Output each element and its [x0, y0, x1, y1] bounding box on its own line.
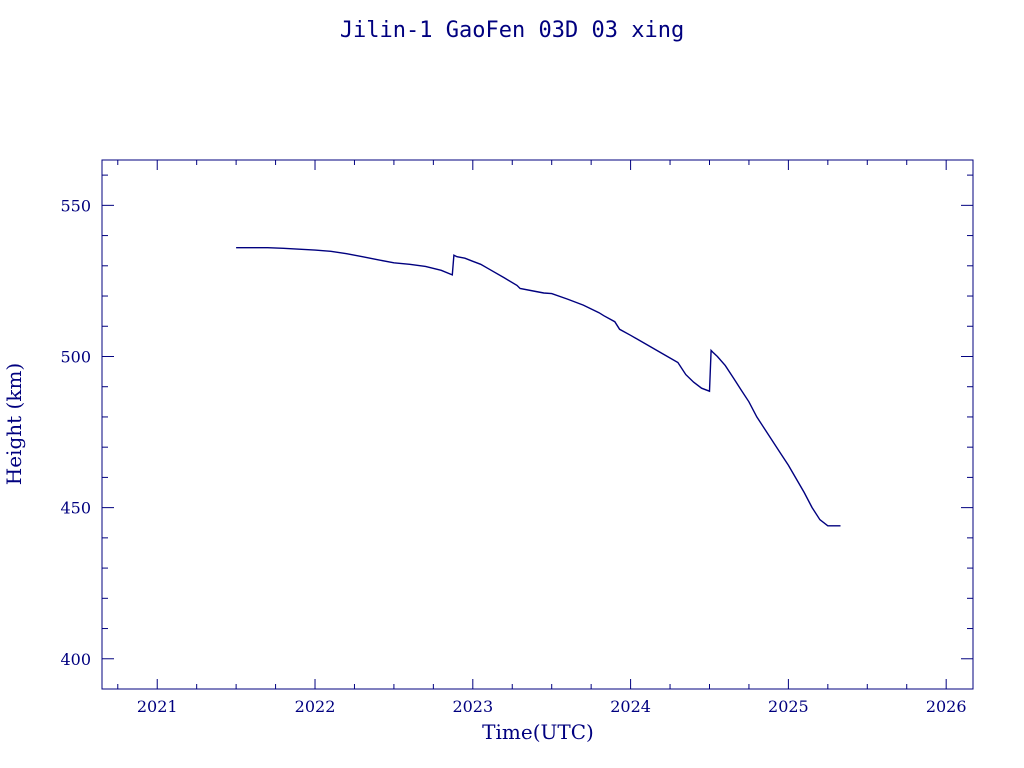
x-tick-label: 2023 — [452, 697, 493, 716]
x-tick-label: 2025 — [768, 697, 809, 716]
x-tick-label: 2021 — [137, 697, 178, 716]
height-series-line — [236, 247, 841, 527]
y-tick-label: 550 — [60, 196, 91, 215]
x-tick-label: 2024 — [610, 697, 651, 716]
chart-title: Jilin-1 GaoFen 03D 03 xing — [340, 18, 684, 43]
axis-ticks — [102, 160, 973, 690]
tick-labels: 2021 2022 2023 2024 2025 2026 400 450 500 550 — [60, 196, 966, 716]
y-tick-label: 400 — [60, 650, 91, 669]
x-tick-label: 2026 — [926, 697, 967, 716]
x-tick-label: 2022 — [295, 697, 336, 716]
x-axis-label: Time(UTC) — [482, 720, 594, 744]
y-tick-label: 450 — [60, 499, 91, 518]
y-axis-label: Height (km) — [2, 363, 26, 485]
plot-frame — [101, 159, 974, 690]
y-tick-label: 500 — [60, 347, 91, 366]
